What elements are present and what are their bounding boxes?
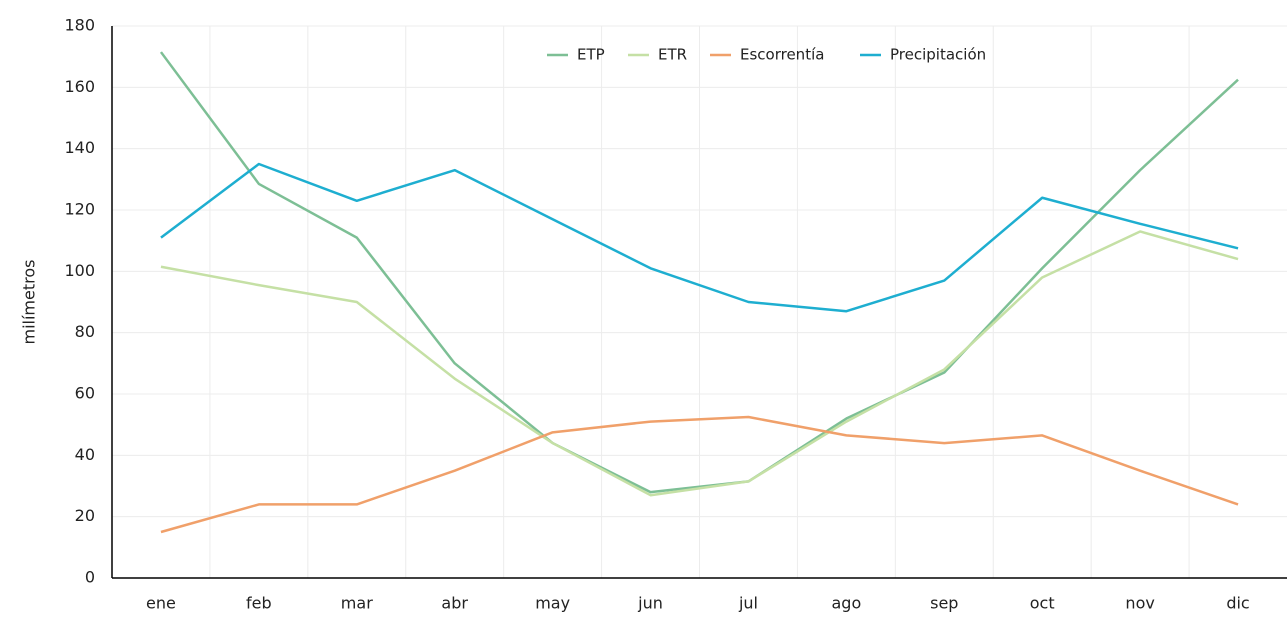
line-series xyxy=(160,230,1239,497)
legend-label: Precipitación xyxy=(890,46,986,64)
x-tick-label: may xyxy=(535,594,570,613)
y-tick-label: 40 xyxy=(75,445,95,464)
y-tick-label: 100 xyxy=(64,261,95,280)
legend-label: ETR xyxy=(658,46,687,64)
y-tick-label: 20 xyxy=(75,506,95,525)
y-tick-label: 0 xyxy=(85,568,95,587)
x-tick-label: sep xyxy=(930,594,958,613)
legend-label: Escorrentía xyxy=(740,46,824,64)
line-series xyxy=(159,51,1239,494)
line-series xyxy=(160,162,1239,313)
x-tick-label: ene xyxy=(146,594,176,613)
x-tick-label: abr xyxy=(441,594,468,613)
x-tick-label: mar xyxy=(341,594,373,613)
x-tick-label: nov xyxy=(1125,594,1154,613)
y-tick-label: 140 xyxy=(64,138,95,157)
x-tick-label: jun xyxy=(637,594,663,613)
line-series xyxy=(160,415,1239,534)
y-tick-label: 80 xyxy=(75,322,95,341)
x-tick-label: feb xyxy=(246,594,272,613)
y-tick-label: 160 xyxy=(64,77,95,96)
legend: ETP ETR Escorrentía Precipitación xyxy=(547,46,986,64)
y-axis-label: milímetros xyxy=(20,260,39,345)
y-tick-label: 180 xyxy=(64,16,95,35)
x-tick-label: dic xyxy=(1226,594,1249,613)
legend-label: ETP xyxy=(577,46,605,64)
y-tick-label: 120 xyxy=(64,200,95,219)
x-tick-label: oct xyxy=(1030,594,1055,613)
y-tick-label: 60 xyxy=(75,384,95,403)
x-tick-label: jul xyxy=(738,594,758,613)
x-tick-label: ago xyxy=(832,594,862,613)
